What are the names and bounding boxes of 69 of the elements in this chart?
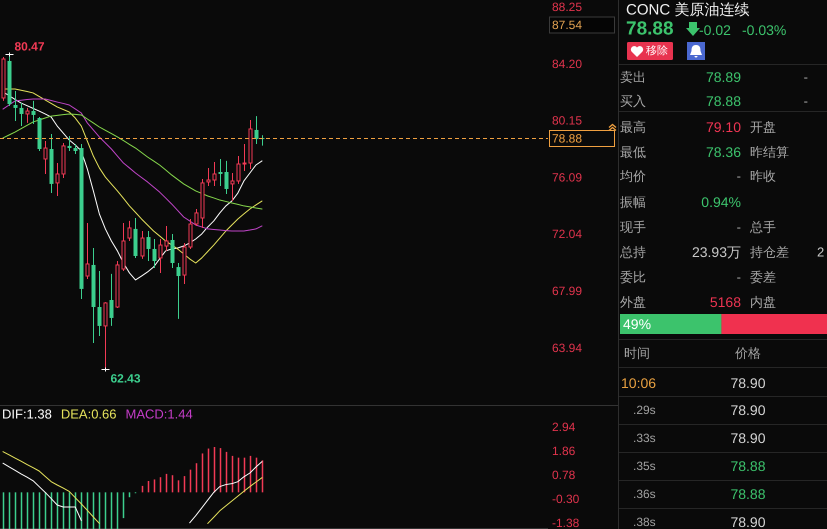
- text: 开盘: [750, 120, 776, 134]
- text: 振幅: [620, 194, 646, 210]
- text: 现手: [620, 220, 646, 234]
- text: 最高: [620, 120, 646, 134]
- text: 78.90: [730, 514, 766, 529]
- text: .36s: [633, 487, 656, 501]
- y-tick-label: 1.86: [552, 444, 576, 458]
- text: -0.02: [699, 22, 732, 38]
- y-tick-label: -1.38: [552, 516, 580, 529]
- text: .38s: [633, 515, 656, 529]
- annotation: 80.47: [14, 40, 45, 54]
- text: 78.89: [706, 69, 742, 85]
- text: 时间: [624, 346, 650, 360]
- text: 78.88: [706, 93, 742, 109]
- text: 0.94%: [701, 194, 741, 210]
- text: 总手: [749, 220, 776, 234]
- text: 78.36: [706, 144, 742, 160]
- text: 内盘: [750, 294, 776, 310]
- text: -: [804, 70, 808, 84]
- text: 78.90: [730, 430, 766, 446]
- y-tick-label: 67.99: [552, 284, 582, 298]
- y-tick-label: 80.15: [552, 114, 582, 128]
- text: 79.10: [706, 119, 742, 135]
- text: 10:06: [621, 375, 656, 391]
- text: 昨收: [750, 168, 776, 184]
- text: 外盘: [620, 294, 646, 310]
- y-tick-label: 63.94: [552, 340, 582, 355]
- text: DIF:1.38: [2, 406, 52, 422]
- text: 78.88: [730, 458, 766, 474]
- y-tick-label: 2.94: [552, 420, 576, 434]
- ref-line-label: 78.88: [552, 132, 582, 146]
- text: 移除: [646, 45, 668, 57]
- text: MACD:1.44: [126, 406, 193, 422]
- text: -0.03%: [742, 22, 786, 38]
- text: 最低: [620, 144, 646, 160]
- y-tick-label: 72.04: [552, 227, 582, 242]
- text: 价格: [734, 346, 761, 360]
- text: CONC 美原油连续: [626, 2, 750, 18]
- text: DEA:0.66: [60, 406, 117, 422]
- text: .29s: [633, 403, 656, 417]
- text: -: [736, 168, 741, 184]
- text: 均价: [619, 168, 646, 184]
- text: -: [736, 270, 741, 284]
- text: 23.93万: [692, 244, 741, 260]
- text: 总持: [619, 244, 646, 260]
- y-tick-label: 88.25: [552, 0, 582, 14]
- text: .35s: [633, 459, 656, 473]
- y-tick-label: 76.09: [552, 170, 582, 184]
- annotation: 62.43: [110, 372, 141, 386]
- text: 78.88: [730, 486, 766, 502]
- text: .33s: [633, 431, 656, 445]
- y-tick-label: -0.30: [552, 492, 580, 506]
- text: 委比: [620, 270, 646, 284]
- text: 5168: [710, 294, 742, 310]
- text: 78.90: [730, 375, 766, 391]
- text: 78.88: [626, 18, 674, 40]
- text: 78.90: [730, 402, 766, 418]
- text: 卖出: [620, 70, 646, 84]
- y-tick-label: 84.20: [552, 56, 582, 71]
- text: 持仓差: [750, 244, 789, 260]
- text: -: [736, 220, 741, 234]
- text: 2: [817, 244, 824, 260]
- y-tick-label: 0.78: [552, 468, 576, 482]
- text: 昨结算: [750, 144, 789, 160]
- text: 87.54: [552, 18, 582, 32]
- text: 委差: [750, 270, 776, 284]
- text: -: [804, 94, 808, 108]
- data-label: 49%: [623, 316, 652, 332]
- text: 买入: [620, 94, 646, 108]
